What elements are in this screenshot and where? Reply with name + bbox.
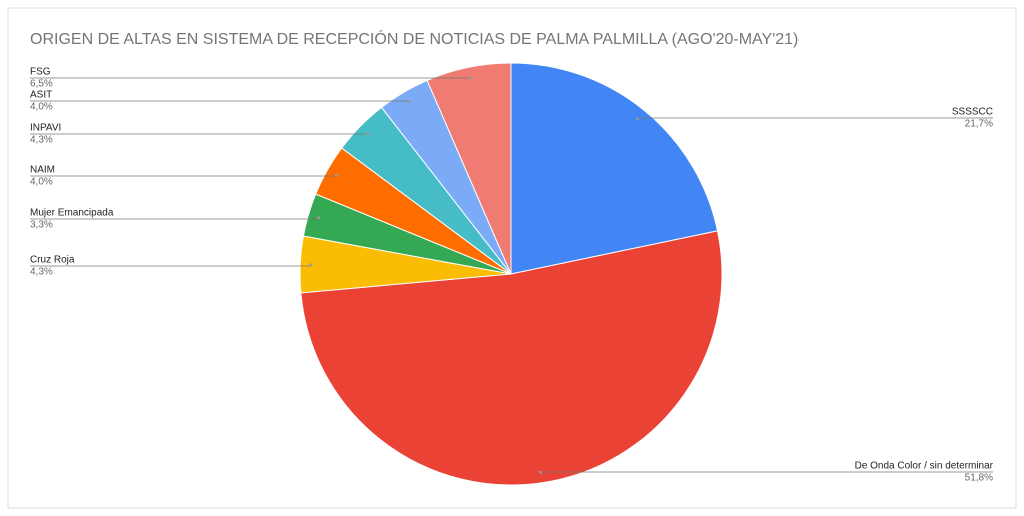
leader-dot xyxy=(334,173,338,177)
leader-dot xyxy=(635,116,639,120)
slice-label: ASIT xyxy=(30,90,52,101)
leader-dot xyxy=(468,76,472,80)
slice-label: FSG xyxy=(30,67,51,78)
slice-value-label: 4,0% xyxy=(30,102,53,113)
slice-label: NAIM xyxy=(30,165,55,176)
leader-dot xyxy=(309,263,313,267)
slice-value-label: 3,3% xyxy=(30,220,53,231)
slice-label: SSSSCC xyxy=(952,107,993,118)
leader-dot xyxy=(407,100,411,104)
slice-value-label: 6,5% xyxy=(30,79,53,90)
leader-dot xyxy=(366,132,370,136)
chart-title: ORIGEN DE ALTAS EN SISTEMA DE RECEPCIÓN … xyxy=(30,29,798,48)
slice-value-label: 4,0% xyxy=(30,177,53,188)
slice-label: INPAVI xyxy=(30,123,61,134)
pie-slice xyxy=(300,230,723,486)
slice-label: Cruz Roja xyxy=(30,255,75,266)
slice-value-label: 51,8% xyxy=(965,473,993,484)
slice-label: De Onda Color / sin determinar xyxy=(855,461,994,472)
pie-slice xyxy=(510,62,719,275)
slice-label: Mujer Emancipada xyxy=(30,208,114,219)
leader-dot xyxy=(317,216,321,220)
slice-value-label: 4,3% xyxy=(30,267,53,278)
slice-value-label: 4,3% xyxy=(30,135,53,146)
pie-slice xyxy=(426,62,512,275)
slice-value-label: 21,7% xyxy=(965,119,993,130)
leader-dot xyxy=(539,470,543,474)
